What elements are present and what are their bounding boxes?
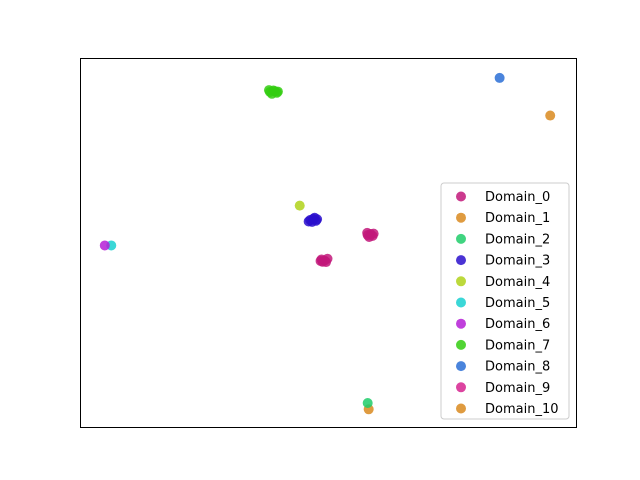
- legend-label-domain-5: Domain_5: [485, 296, 550, 311]
- legend-entry-domain-1: Domain_1: [456, 211, 550, 226]
- legend-entry-domain-2: Domain_2: [456, 232, 550, 247]
- data-points-layer: [99, 72, 556, 415]
- point-domain-8-0: [494, 72, 505, 83]
- legend-box: [440, 182, 570, 420]
- legend-label-domain-9: Domain_9: [485, 381, 550, 396]
- legend-marker-domain-6: [456, 318, 466, 329]
- legend-entry-domain-3: Domain_3: [456, 254, 550, 269]
- legend: Domain_0 Domain_1 Domain_2 Domain_3 Domain_4…: [440, 182, 570, 420]
- series-domain-8: [494, 72, 505, 83]
- legend-entry-domain-10: Domain_10: [456, 402, 559, 417]
- legend-label-domain-4: Domain_4: [485, 275, 550, 290]
- axes-frame: [80, 58, 577, 428]
- legend-entry-domain-5: Domain_5: [456, 296, 550, 311]
- legend-marker-domain-3: [456, 255, 466, 266]
- legend-label-domain-1: Domain_1: [485, 211, 550, 226]
- legend-entry-domain-0: Domain_0: [456, 190, 550, 205]
- legend-entry-domain-7: Domain_7: [456, 338, 550, 353]
- legend-marker-domain-2: [456, 233, 466, 244]
- legend-marker-domain-8: [456, 361, 466, 372]
- legend-marker-domain-4: [456, 276, 466, 287]
- legend-entries: Domain_0 Domain_1 Domain_2 Domain_3 Domain_4…: [456, 190, 559, 417]
- legend-label-domain-2: Domain_2: [485, 232, 550, 247]
- series-domain-6: [99, 240, 110, 251]
- point-domain-6-0: [99, 240, 110, 251]
- legend-label-domain-0: Domain_0: [485, 190, 550, 205]
- point-domain-1-0: [545, 110, 556, 121]
- legend-marker-domain-1: [456, 212, 466, 223]
- legend-marker-domain-10: [456, 403, 466, 414]
- legend-label-domain-3: Domain_3: [485, 254, 550, 269]
- point-domain-0-5: [362, 227, 373, 238]
- series-domain-3: [303, 212, 323, 227]
- legend-marker-domain-0: [456, 191, 466, 202]
- series-domain-0: [315, 227, 379, 268]
- point-domain-0-11: [315, 255, 326, 266]
- legend-label-domain-7: Domain_7: [485, 338, 550, 353]
- legend-entry-domain-6: Domain_6: [456, 317, 550, 332]
- series-domain-4: [294, 200, 305, 211]
- legend-marker-domain-9: [456, 382, 466, 393]
- point-domain-2-0: [362, 398, 373, 409]
- legend-label-domain-10: Domain_10: [485, 402, 559, 417]
- legend-label-domain-8: Domain_8: [485, 360, 550, 375]
- legend-entry-domain-8: Domain_8: [456, 360, 550, 375]
- point-domain-7-5: [263, 85, 274, 96]
- series-domain-2: [362, 398, 373, 409]
- series-domain-7: [263, 85, 283, 99]
- legend-entry-domain-9: Domain_9: [456, 381, 550, 396]
- legend-marker-domain-7: [456, 339, 466, 350]
- legend-label-domain-6: Domain_6: [485, 317, 550, 332]
- point-domain-3-5: [303, 216, 314, 227]
- point-domain-4-0: [294, 200, 305, 211]
- legend-marker-domain-5: [456, 297, 466, 308]
- legend-entry-domain-4: Domain_4: [456, 275, 550, 290]
- point-domain-3-6: [312, 214, 323, 225]
- point-domain-7-6: [272, 86, 283, 97]
